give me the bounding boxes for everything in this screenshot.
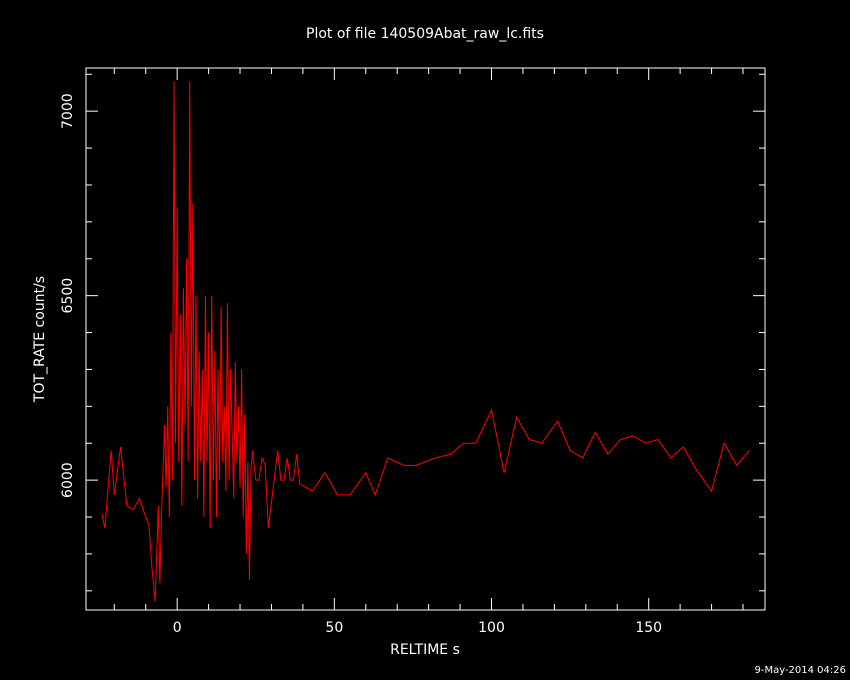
- y-axis-label: TOT_RATE count/s: [32, 276, 48, 403]
- x-tick-label: 100: [478, 620, 505, 636]
- x-tick-label: 150: [635, 620, 662, 636]
- x-tick-label: 50: [325, 620, 343, 636]
- y-tick-label: 7000: [60, 93, 76, 129]
- y-tick-label: 6000: [60, 462, 76, 498]
- chart-title: Plot of file 140509Abat_raw_lc.fits: [306, 26, 544, 42]
- plot-frame: [85, 67, 766, 611]
- y-tick-label: 6500: [60, 278, 76, 314]
- x-axis-label: RELTIME s: [390, 642, 460, 658]
- light-curve: [101, 81, 750, 602]
- x-tick-label: 0: [173, 620, 182, 636]
- footer-timestamp: 9-May-2014 04:26: [754, 665, 846, 676]
